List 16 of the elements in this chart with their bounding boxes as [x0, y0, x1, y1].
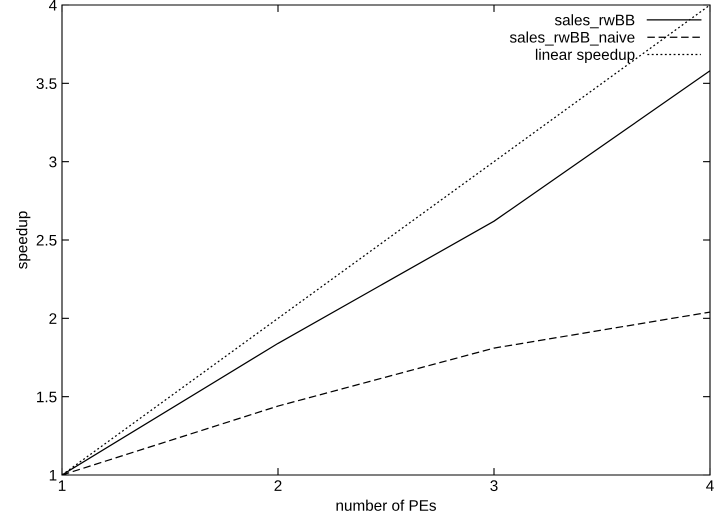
y-tick-label: 3.5 — [36, 78, 56, 90]
y-axis-title: speedup — [16, 211, 30, 269]
x-tick-label: 3 — [490, 480, 498, 492]
x-tick-label: 1 — [58, 480, 66, 491]
legend-label: sales_rwBB_naive — [510, 31, 634, 46]
y-tick-label: 1 — [50, 470, 56, 481]
x-axis-title: number of PEs — [336, 500, 436, 511]
legend-label: linear speedup — [536, 48, 635, 64]
y-tick-label: 1.5 — [37, 392, 56, 402]
y-tick-label: 2 — [49, 313, 56, 324]
x-tick-label: 2 — [274, 480, 282, 491]
x-tick-label: 4 — [706, 480, 714, 491]
y-tick-label: 4 — [48, 0, 57, 11]
legend-label: sales_rwBB — [554, 14, 634, 28]
y-tick-label: 3 — [49, 156, 56, 168]
y-tick-label: 2.5 — [36, 234, 56, 246]
